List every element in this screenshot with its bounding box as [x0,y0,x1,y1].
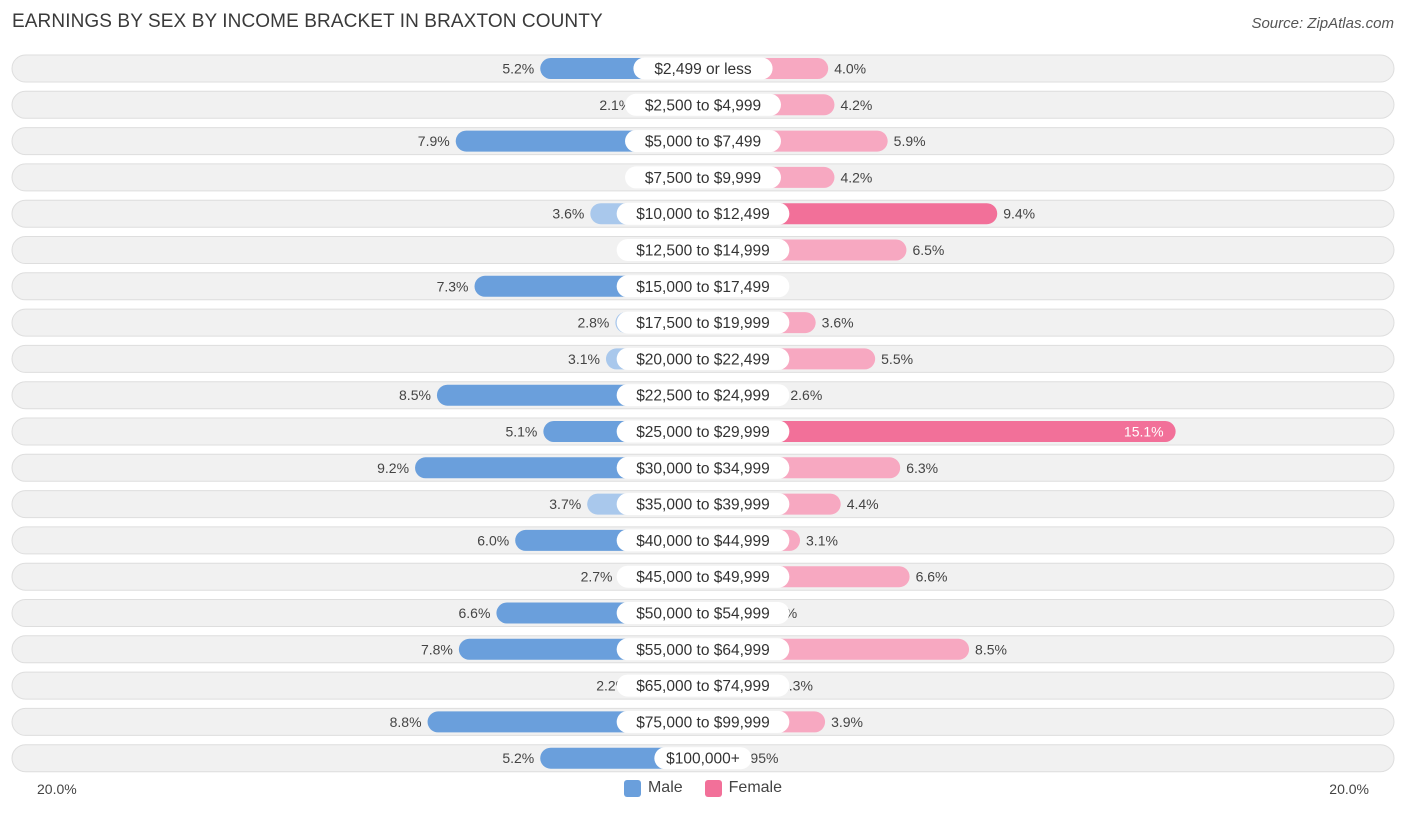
category-pill [633,57,773,80]
category-label: $65,000 to $74,999 [636,678,770,695]
value-label-male: 2.8% [577,315,609,331]
bar-female [703,421,1176,442]
category-label: $40,000 to $44,999 [636,533,770,550]
category-label: $7,500 to $9,999 [645,170,761,187]
value-label-female: 2.6% [790,387,822,403]
category-label: $10,000 to $12,499 [636,206,770,223]
value-label-female: 5.5% [881,351,913,367]
value-label-male: 2.1% [599,97,631,113]
category-pill [616,239,790,261]
category-label: $45,000 to $49,999 [636,569,770,586]
diverging-bar-chart: 5.2% 4.0% $2,499 or less 2.1% 4.2% $2,500 to … [11,54,1395,773]
legend-label-male: Male [647,779,683,796]
legend-swatch-male [623,779,641,797]
category-pill [625,93,781,116]
value-label-male: 5.2% [502,61,534,77]
value-label-male: 8.8% [390,714,422,730]
category-label: $25,000 to $29,999 [636,424,770,441]
category-pill [616,602,790,624]
category-label: $22,500 to $24,999 [636,388,770,405]
value-label-female: 6.5% [912,242,944,258]
legend-swatch-female [704,779,722,797]
value-label-female: 4.0% [834,61,866,77]
category-pill [616,565,790,588]
value-label-male: 7.3% [437,278,469,294]
value-label-female: 5.9% [894,133,926,149]
category-pill [616,311,790,334]
category-label: $2,500 to $4,999 [645,97,761,114]
value-label-male: 6.6% [458,605,490,621]
category-label: $35,000 to $39,999 [636,497,770,514]
axis-label-right: 20.0% [1329,781,1369,797]
value-label-female: 2.3% [781,678,813,694]
value-label-female: 3.6% [822,315,854,331]
category-label: $55,000 to $64,999 [636,642,770,659]
category-pill [616,674,790,697]
value-label-female: 3.1% [806,532,838,548]
legend-item-male[interactable]: Male [623,779,683,797]
value-label-male: 5.1% [505,424,537,440]
category-pill [616,347,790,370]
category-pill [616,275,790,298]
category-pill [616,710,790,733]
value-label-male: 6.0% [477,532,509,548]
category-label: $5,000 to $7,499 [645,134,761,151]
category-pill [625,130,781,153]
axis-label-left: 20.0% [37,781,77,797]
category-pill [654,747,752,770]
category-pill [616,529,790,552]
value-label-female: 15.1% [1124,424,1164,440]
value-label-male: 3.7% [549,496,581,512]
legend-item-female[interactable]: Female [704,779,783,797]
value-label-female: 3.9% [831,714,863,730]
value-label-male: 9.2% [377,460,409,476]
legend-label-female: Female [728,779,783,796]
legend: Male Female [0,779,1406,797]
category-label: $15,000 to $17,499 [636,279,770,296]
value-label-male: 2.7% [581,569,613,585]
value-label-male: 5.2% [502,750,534,766]
category-label: $2,499 or less [654,61,752,78]
category-label: $30,000 to $34,999 [636,460,770,477]
value-label-female: 6.6% [916,569,948,585]
value-label-female: 9.4% [1003,206,1035,222]
category-label: $20,000 to $22,499 [636,351,770,368]
value-label-female: 6.3% [906,460,938,476]
category-pill [616,202,790,225]
category-pill [616,384,790,407]
category-label: $50,000 to $54,999 [636,606,770,623]
value-label-male: 3.6% [552,206,584,222]
category-label: $100,000+ [666,751,740,768]
value-label-female: 4.4% [847,496,879,512]
value-label-male: 8.5% [399,387,431,403]
value-label-male: 3.1% [568,351,600,367]
category-label: $17,500 to $19,999 [636,315,770,332]
chart-source: Source: ZipAtlas.com [1251,15,1394,32]
value-label-male: 7.9% [418,133,450,149]
value-label-female: 8.5% [975,641,1007,657]
category-pill [625,166,781,189]
category-label: $12,500 to $14,999 [636,243,770,260]
category-pill [616,638,790,661]
value-label-male: 7.8% [421,641,453,657]
category-pill [616,456,790,479]
category-pill [616,420,790,443]
value-label-female: 4.2% [840,169,872,185]
category-pill [616,493,790,516]
value-label-female: 4.2% [840,97,872,113]
category-label: $75,000 to $99,999 [636,714,770,731]
chart-title: EARNINGS BY SEX BY INCOME BRACKET IN BRA… [12,11,603,32]
